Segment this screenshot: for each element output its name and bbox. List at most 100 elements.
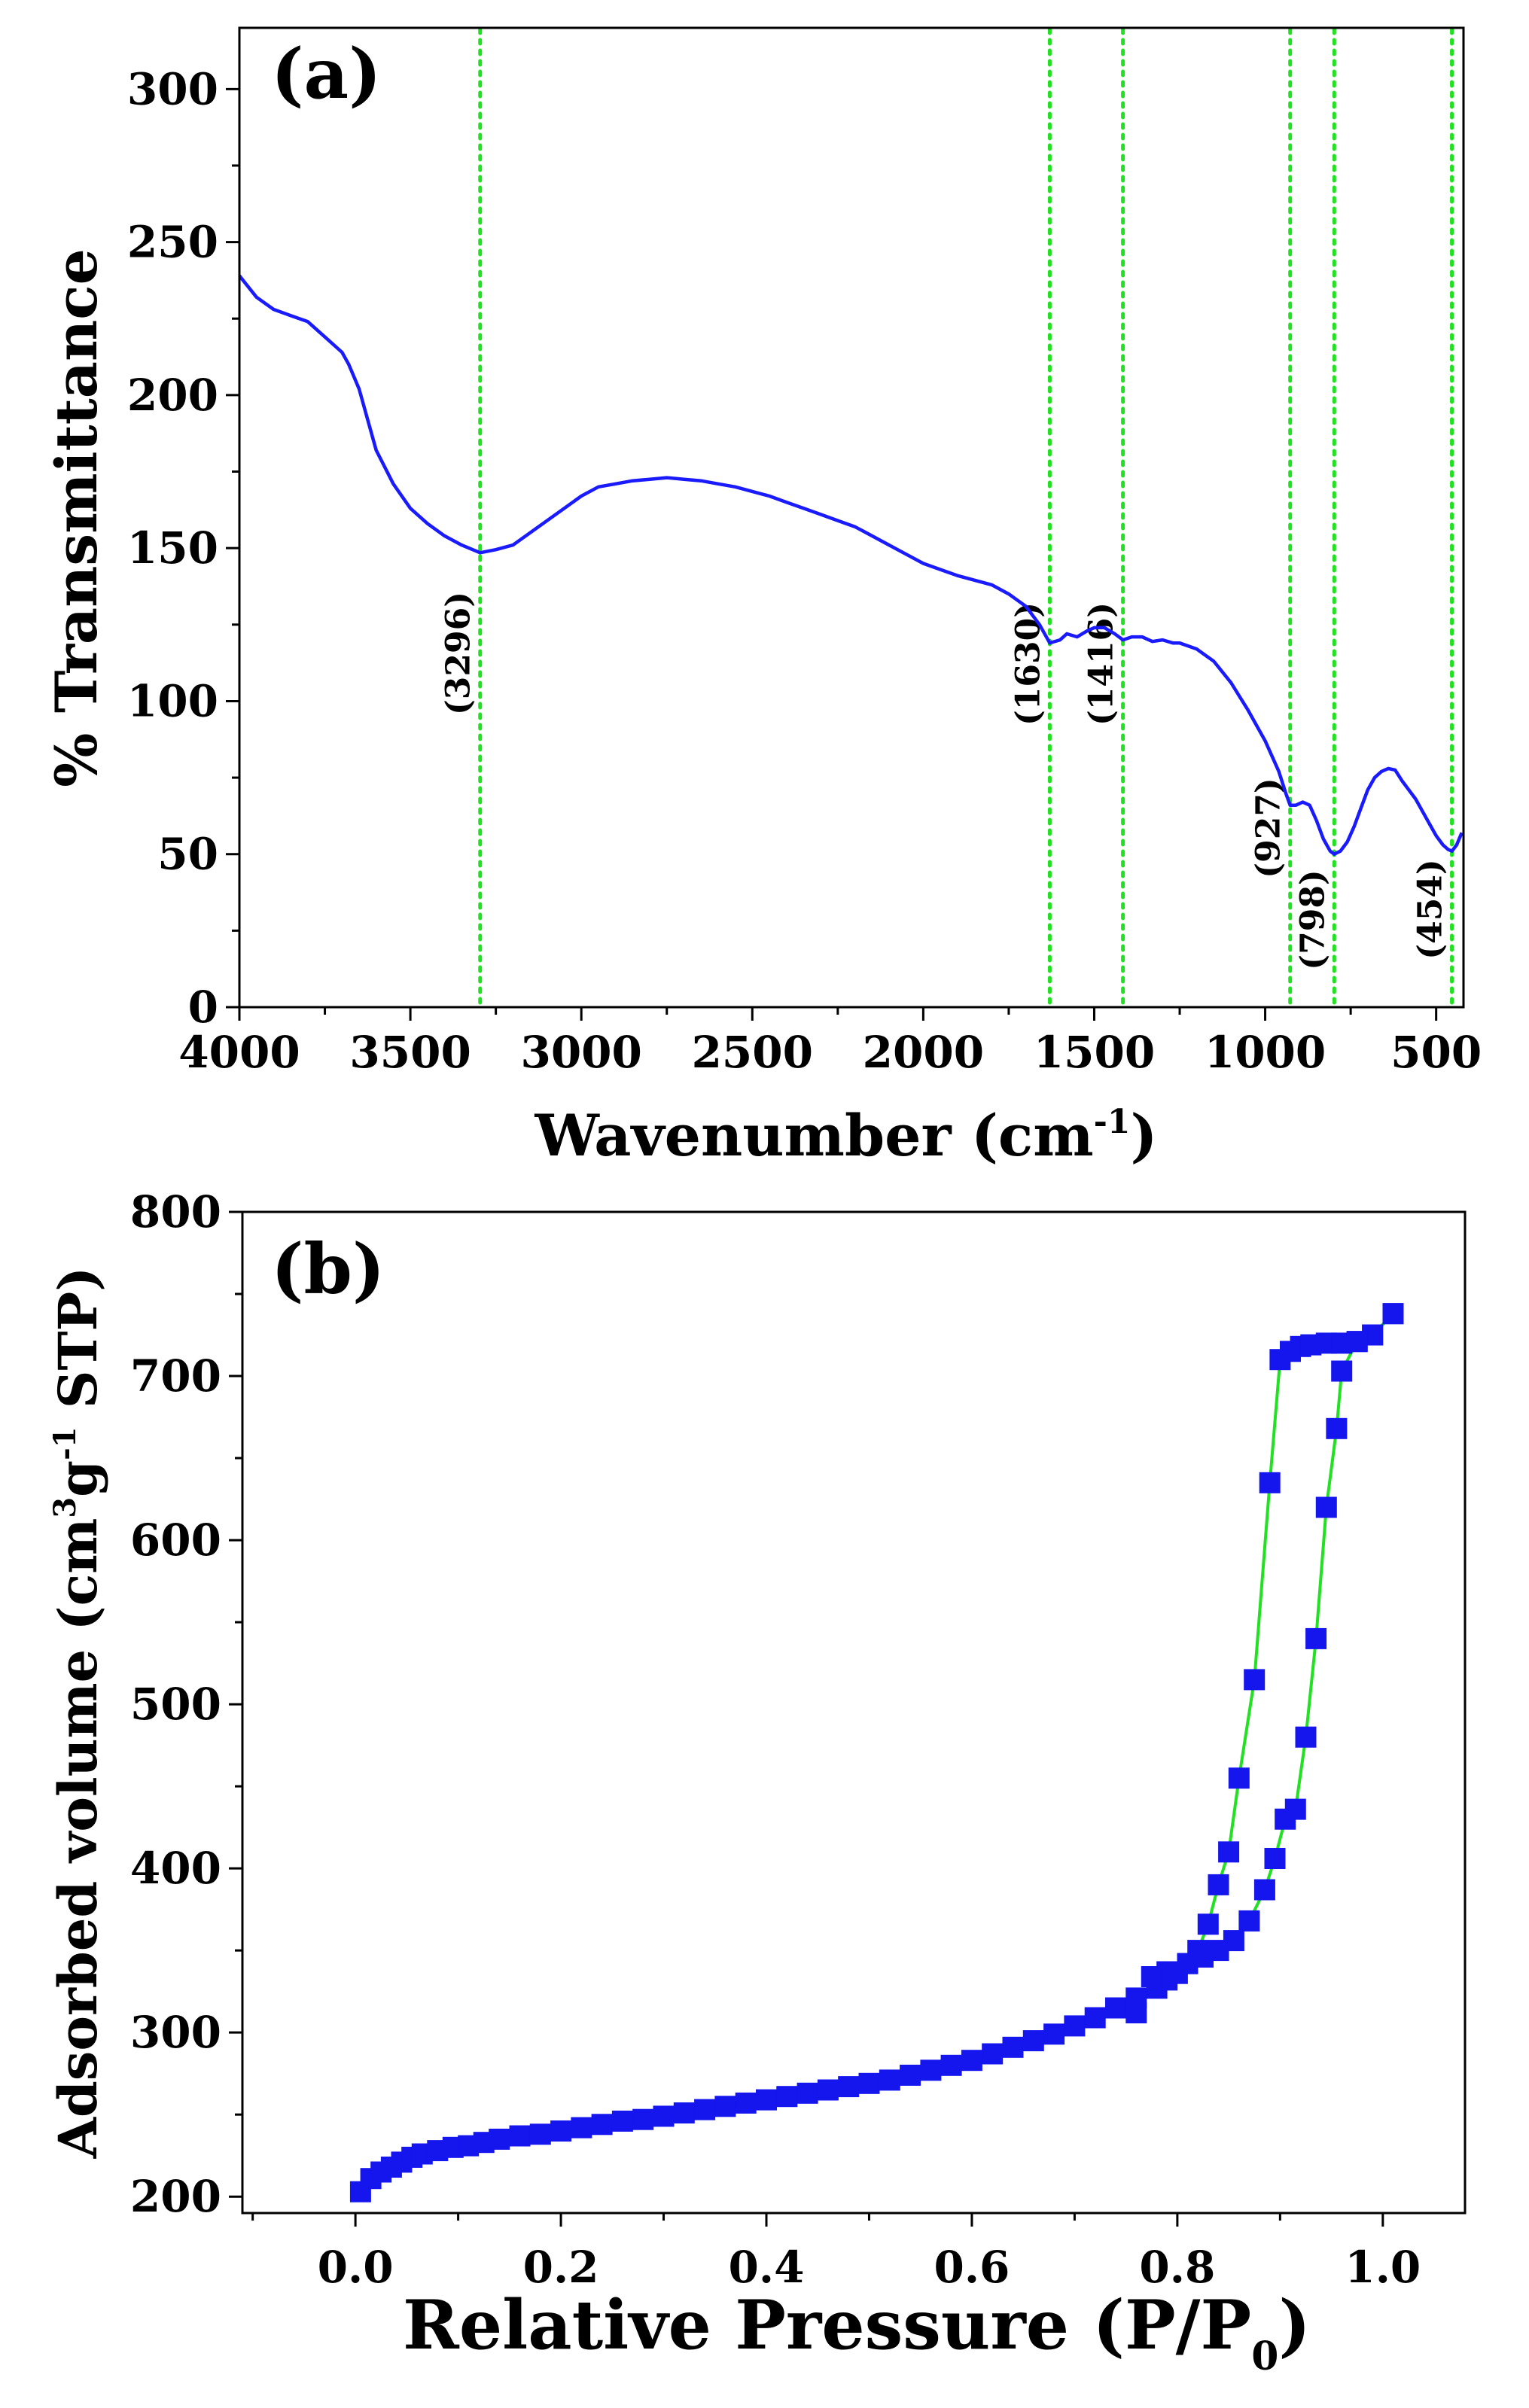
- panel-a-peak-label: (1630): [1009, 602, 1047, 726]
- panel-b-adsorption-point: [838, 2076, 860, 2098]
- panel-a-y-axis-label: % Transmittance: [43, 248, 110, 787]
- panel-b-x-tick-label: 0.8: [1139, 2242, 1215, 2293]
- panel-b-adsorption-point: [632, 2108, 654, 2130]
- panel-b-adsorption-point: [611, 2110, 633, 2132]
- panel-b-desorption-line: [1186, 1312, 1394, 1965]
- panel-b-adsorption-point: [920, 2059, 942, 2081]
- panel-a-x-tick-label: 3000: [520, 1027, 641, 1078]
- panel-a-y-ticks: 0 50 100 150 200 250 300: [127, 63, 239, 1033]
- panel-b-adsorption-point: [489, 2128, 510, 2150]
- panel-b-desorption-point: [1305, 1627, 1327, 1649]
- panel-b-adsorption-point: [550, 2120, 572, 2142]
- panel-b-data-points: [349, 1303, 1404, 2203]
- panel-a-peak-label: (798): [1293, 869, 1332, 970]
- panel-b-adsorption-point: [1244, 1669, 1266, 1691]
- panel-b-desorption-point: [1177, 1953, 1199, 1974]
- panel-b-adsorption-point: [571, 2117, 592, 2139]
- panel-a-peak-labels: (3296) (1630) (1416) (927)(798) (454): [440, 592, 1450, 970]
- panel-b-adsorption-point: [653, 2105, 675, 2127]
- panel-a-peak-label: (454): [1412, 859, 1450, 959]
- panel-b-desorption-point: [1238, 1910, 1260, 1932]
- panel-b-adsorption-point: [1064, 2015, 1086, 2037]
- panel-b-desorption-point: [1295, 1726, 1317, 1748]
- panel-b-adsorption-point: [817, 2079, 839, 2101]
- panel-b-isotherm-chart: 200 300 400 500 600 700 800 0.0 0.2 0.4 0.6 0.8 1.0…: [47, 1186, 1467, 2379]
- panel-b-adsorption-point: [1022, 2030, 1044, 2052]
- panel-b-y-ticks: 200 300 400 500 600 700 800: [130, 1186, 242, 2222]
- panel-b-y-tick-label: 700: [130, 1350, 221, 1402]
- panel-b-y-tick-label: 600: [130, 1515, 221, 1566]
- panel-b-adsorption-point: [1197, 1913, 1219, 1935]
- panel-b-adsorption-point: [1218, 1841, 1240, 1863]
- panel-b-adsorption-point: [714, 2096, 736, 2117]
- panel-b-adsorption-point: [1084, 2007, 1106, 2029]
- panel-b-adsorption-point: [940, 2054, 962, 2076]
- panel-b-adsorption-point: [591, 2114, 613, 2136]
- panel-b-adsorption-point: [673, 2102, 695, 2123]
- panel-b-label: (b): [271, 1228, 385, 1310]
- panel-b-adsorption-point: [1259, 1472, 1281, 1493]
- panel-b-adsorption-point: [900, 2064, 921, 2086]
- panel-a-plot-frame: [238, 26, 1465, 1009]
- panel-b-plot-frame: [241, 1210, 1467, 2215]
- panel-b-x-tick-label: 0.6: [934, 2242, 1010, 2293]
- panel-b-adsorption-point: [529, 2123, 551, 2145]
- panel-b-x-tick-label: 1.0: [1345, 2242, 1421, 2293]
- panel-a-y-tick-label: 100: [127, 675, 218, 726]
- panel-b-adsorption-point: [509, 2125, 531, 2147]
- panel-a-x-tick-label: 500: [1390, 1027, 1482, 1078]
- panel-b-x-tick-label: 0.4: [729, 2242, 805, 2293]
- panel-b-x-tick-label: 0.2: [523, 2242, 599, 2293]
- panel-b-adsorption-point: [756, 2089, 777, 2111]
- panel-b-y-tick-label: 500: [130, 1679, 221, 1730]
- panel-b-y-tick-label: 300: [130, 2007, 221, 2058]
- panel-b-desorption-point: [1253, 1879, 1275, 1901]
- panel-b-desorption-point: [1326, 1417, 1348, 1439]
- panel-a-x-ticks: 4000 3500 3000 2500 2000 1500 1000 500: [178, 1007, 1482, 1078]
- panel-a-x-axis-label: Wavenumber (cm-1): [535, 1102, 1158, 1169]
- panel-a-label: (a): [271, 33, 382, 114]
- panel-a-peak-label: (3296): [440, 592, 478, 715]
- panel-a-y-tick-label: 250: [127, 217, 218, 268]
- panel-a-y-tick-label: 200: [127, 370, 218, 421]
- panel-a-x-tick-label: 2500: [692, 1027, 813, 1078]
- panel-b-adsorption-point: [879, 2069, 900, 2091]
- panel-a-x-tick-label: 2000: [863, 1027, 984, 1078]
- panel-a-x-tick-label: 4000: [178, 1027, 300, 1078]
- panel-b-desorption-point: [1125, 2002, 1147, 2023]
- panel-a-y-tick-label: 50: [157, 829, 218, 880]
- panel-b-adsorption-point: [694, 2099, 716, 2120]
- panel-b-x-axis-label: Relative Pressure (P/P0): [403, 2285, 1311, 2379]
- panel-a-peak-label: (1416): [1083, 602, 1121, 726]
- panel-b-adsorption-point: [1043, 2023, 1065, 2045]
- panel-b-adsorption-point: [961, 2050, 982, 2072]
- panel-a-y-tick-label: 150: [127, 522, 218, 574]
- panel-b-desorption-point: [1331, 1360, 1353, 1382]
- panel-a-x-tick-label: 1000: [1205, 1027, 1326, 1078]
- panel-a-ftir-chart: (3296) (1630) (1416) (927)(798) (454) 0 50 100…: [43, 26, 1482, 1169]
- panel-b-adsorption-point: [1208, 1874, 1229, 1895]
- panel-b-y-tick-label: 800: [130, 1186, 221, 1237]
- panel-a-peak-label: (927): [1250, 778, 1288, 878]
- panel-b-desorption-point: [1382, 1303, 1404, 1325]
- panel-b-adsorption-point: [796, 2082, 818, 2104]
- panel-b-y-tick-label: 200: [130, 2171, 221, 2222]
- panel-b-adsorption-point: [1228, 1767, 1250, 1789]
- panel-b-desorption-point: [1264, 1848, 1286, 1869]
- panel-b-desorption-point: [1141, 1966, 1162, 1987]
- panel-b-y-axis-label: Adsorbed volume (cm3g-1 STP): [47, 1267, 109, 2160]
- panel-a-x-tick-label: 1500: [1034, 1027, 1155, 1078]
- panel-b-adsorption-point: [982, 2043, 1004, 2065]
- panel-b-x-tick-label: 0.0: [318, 2242, 394, 2293]
- panel-b-adsorption-point: [1002, 2036, 1024, 2058]
- panel-b-desorption-point: [1275, 1808, 1296, 1830]
- panel-b-y-tick-label: 400: [130, 1843, 221, 1894]
- panel-a-y-tick-label: 300: [127, 63, 218, 114]
- panel-b-x-ticks: 0.0 0.2 0.4 0.6 0.8 1.0: [251, 2213, 1421, 2293]
- panel-a-x-tick-label: 3500: [349, 1027, 471, 1078]
- panel-b-desorption-point: [1315, 1496, 1337, 1518]
- panel-a-series-line: [238, 274, 1464, 856]
- panel-b-adsorption-point: [776, 2086, 798, 2108]
- panel-b-adsorption-point: [735, 2092, 757, 2114]
